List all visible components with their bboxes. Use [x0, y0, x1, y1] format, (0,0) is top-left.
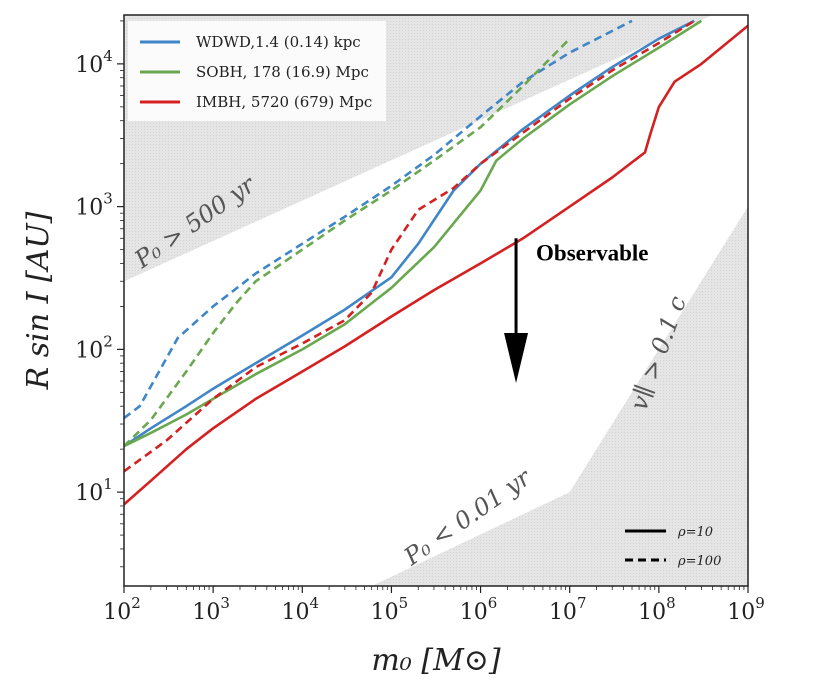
legend-label-wdwd: WDWD,1.4 (0.14) kpc [196, 33, 361, 51]
x-tick-label: 103 [192, 594, 230, 625]
y-axis-title: R sin I [AU] [21, 211, 56, 390]
linestyle-label-rho-10: ρ=10 [677, 525, 713, 540]
x-axis-title: m₀ [M⊙] [371, 643, 501, 678]
series-line-sobh-solid [124, 19, 703, 448]
x-tick-label: 105 [371, 594, 409, 625]
linestyle-label-rho-100: ρ=100 [677, 554, 721, 569]
series-line-imbh-solid [124, 24, 748, 506]
linestyle-legend: ρ=10 ρ=100 [625, 525, 721, 569]
legend-label-sobh: SOBH, 178 (16.9) Mpc [196, 63, 369, 81]
series-line-sobh-dashed [124, 37, 571, 448]
x-tick-label: 102 [103, 594, 141, 625]
series-line-wdwd-solid [124, 19, 695, 448]
series-line-imbh-dashed [124, 19, 695, 473]
y-tick-label: 101 [75, 475, 113, 506]
series-lines [124, 19, 748, 506]
observable-annotation: Observable [504, 238, 648, 384]
observable-label: Observable [536, 240, 648, 265]
x-tick-label: 109 [727, 594, 765, 625]
y-tick-label: 104 [75, 47, 113, 78]
x-tick-label: 106 [460, 594, 498, 625]
axis-ticks: 102 103 104 105 106 107 108 109 101 102 103 104 [75, 20, 765, 625]
x-tick-label: 104 [282, 594, 320, 625]
observable-arrow-head [504, 333, 529, 384]
series-line-wdwd-dashed [124, 19, 633, 420]
shaded-region-2 [569, 206, 748, 586]
legend: WDWD,1.4 (0.14) kpc SOBH, 178 (16.9) Mpc… [128, 21, 386, 121]
legend-label-imbh: IMBH, 5720 (679) Mpc [196, 93, 372, 111]
y-tick-label: 103 [75, 190, 113, 221]
plot-frame [123, 14, 749, 587]
y-tick-label: 102 [75, 332, 113, 363]
x-tick-label: 107 [549, 594, 587, 625]
x-tick-label: 108 [638, 594, 676, 625]
